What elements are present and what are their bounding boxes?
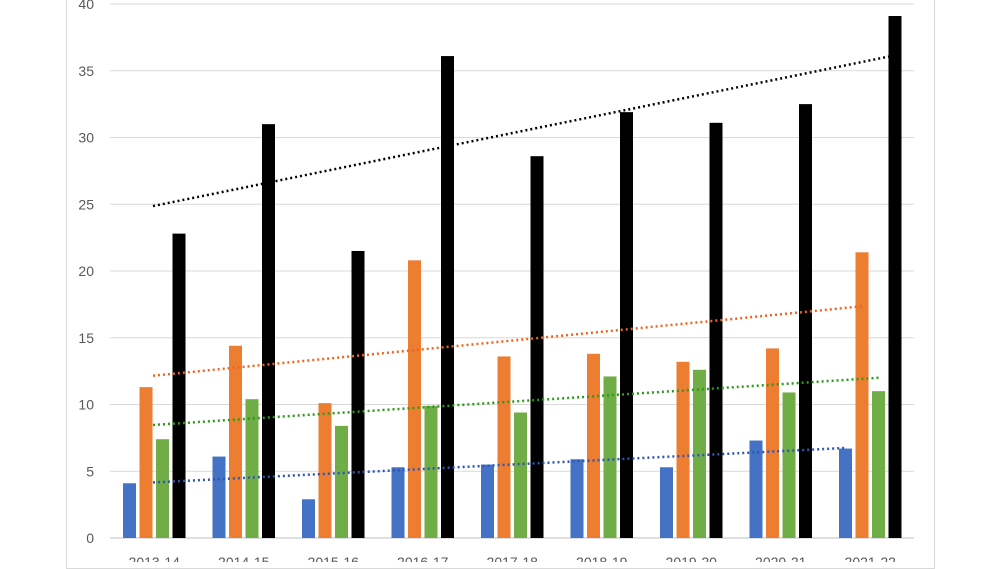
bar [391,467,405,538]
trendline [152,446,846,484]
bars [123,16,902,539]
y-axis: 0 5 10 15 20 25 30 35 40 [78,0,94,546]
trendline [152,54,896,208]
bar [799,104,812,538]
bar [660,467,673,538]
x-tick-label: 2015-16 [308,554,360,562]
bar [139,387,153,538]
bar [888,16,902,538]
y-tick-label: 40 [78,0,94,12]
bar [530,156,544,538]
gridlines [110,3,914,539]
bar [620,112,633,538]
bar [587,353,600,538]
bar [262,124,275,539]
bar [766,348,779,538]
bar [335,425,348,538]
bar [570,459,584,538]
bar [481,464,494,538]
bar [782,392,796,538]
bar [441,56,454,538]
trendline [152,305,863,377]
bar [424,405,438,538]
y-tick-label: 15 [78,330,94,346]
bar [212,456,226,538]
x-tick-label: 2017-18 [487,554,539,562]
bar [156,439,169,538]
x-tick-label: 2018-19 [576,554,628,562]
x-tick-label: 2020-21 [755,554,807,562]
x-tick-label: 2019-20 [666,554,718,562]
bar [709,122,723,538]
x-axis: 2013-14 2014-15 2015-16 2016-17 2017-18 2018-… [129,554,897,562]
trendline [152,376,879,427]
bar [245,399,259,538]
bar [123,483,136,538]
x-tick-label: 2016-17 [397,554,449,562]
bar [497,356,511,538]
bar [172,233,186,538]
y-tick-label: 25 [78,196,94,212]
x-tick-label: 2013-14 [129,554,181,562]
y-tick-label: 30 [78,130,94,146]
bar [318,403,332,538]
y-tick-label: 10 [78,397,94,413]
y-tick-label: 5 [86,463,94,479]
x-tick-label: 2014-15 [218,554,270,562]
y-tick-label: 35 [78,63,94,79]
bar [603,376,617,538]
bar [302,499,315,538]
bar [229,345,242,538]
y-tick-label: 20 [78,263,94,279]
bar [514,412,527,538]
bar [693,369,706,538]
bar [351,250,365,538]
bar [676,361,690,538]
bar [872,391,885,538]
trendlines [152,54,896,484]
x-tick-label: 2021-22 [845,554,897,562]
y-tick-label: 0 [86,530,94,546]
bar [749,440,763,538]
bar [408,260,421,538]
bar [855,252,869,538]
bar [839,448,852,538]
